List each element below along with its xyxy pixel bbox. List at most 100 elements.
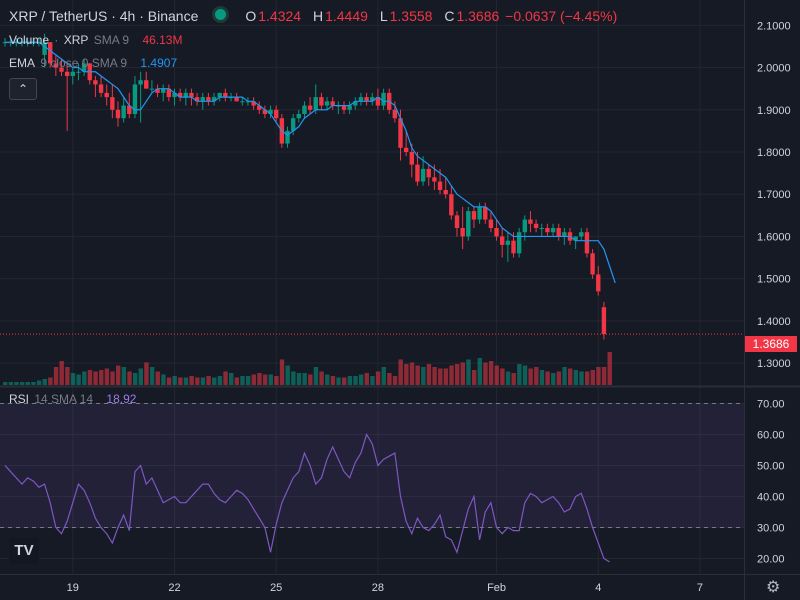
volume-bar bbox=[455, 364, 460, 385]
candle-body bbox=[477, 206, 482, 220]
rsi-tick-label: 30.00 bbox=[757, 523, 785, 535]
volume-legend[interactable]: Volume · XRP SMA 9 46.13M bbox=[9, 33, 183, 47]
candle-body bbox=[53, 63, 59, 68]
candle-body bbox=[121, 105, 126, 119]
rsi-tick-label: 20.00 bbox=[757, 554, 785, 566]
ema-legend[interactable]: EMA 9 close 0 SMA 9 1.4907 bbox=[9, 56, 179, 70]
symbol-title[interactable]: XRP / TetherUS · 4h · Binance bbox=[9, 8, 199, 24]
volume-bar bbox=[522, 365, 528, 385]
rsi-tick-label: 40.00 bbox=[757, 492, 785, 504]
volume-bar bbox=[381, 367, 386, 385]
volume-bar bbox=[155, 371, 160, 385]
volume-bar bbox=[511, 373, 516, 385]
candle-body bbox=[172, 92, 177, 98]
candle-body bbox=[132, 84, 138, 114]
gear-icon[interactable]: ⚙ bbox=[766, 579, 781, 596]
volume-bar bbox=[330, 376, 336, 385]
candle-body bbox=[194, 97, 200, 102]
volume-bar bbox=[36, 380, 42, 385]
volume-bar bbox=[195, 377, 200, 385]
candle-body bbox=[573, 236, 578, 241]
price-tick-label: 1.3000 bbox=[757, 358, 791, 370]
volume-bar bbox=[375, 371, 381, 385]
volume-bar bbox=[279, 359, 285, 385]
tradingview-logo-icon[interactable]: TV bbox=[9, 538, 39, 564]
candle-body bbox=[189, 92, 194, 98]
volume-bar bbox=[99, 370, 104, 385]
candle-body bbox=[505, 240, 511, 245]
rsi-axis[interactable]: 70.00 60.00 50.00 40.00 30.00 20.00 bbox=[757, 399, 785, 566]
time-axis[interactable]: 19 22 25 28 Feb 4 7 bbox=[67, 582, 703, 594]
volume-bar bbox=[296, 373, 302, 385]
rsi-tick-label: 50.00 bbox=[757, 461, 785, 473]
time-tick-label: 25 bbox=[270, 582, 282, 594]
volume-bar bbox=[432, 367, 437, 385]
candle-body bbox=[579, 232, 584, 237]
candle-body bbox=[522, 219, 527, 233]
candle-body bbox=[177, 92, 183, 98]
candle-body bbox=[539, 228, 544, 229]
volume-bar bbox=[25, 382, 30, 385]
volume-bar bbox=[121, 367, 127, 385]
volume-bar bbox=[206, 376, 211, 385]
volume-bar bbox=[584, 371, 590, 385]
volume-bar bbox=[387, 373, 392, 385]
volume-bar bbox=[404, 364, 409, 385]
rsi-band bbox=[0, 403, 744, 528]
candle-body bbox=[449, 194, 454, 216]
rsi-legend[interactable]: RSI 14 SMA 14 18.92 bbox=[9, 392, 138, 406]
volume-bar bbox=[607, 352, 612, 385]
candle-body bbox=[460, 228, 465, 237]
volume-bar bbox=[534, 367, 539, 385]
volume-bar bbox=[505, 371, 511, 385]
candle-body bbox=[257, 105, 262, 110]
volume-bar bbox=[104, 368, 110, 385]
ema-path bbox=[5, 41, 616, 284]
volume-bar bbox=[166, 377, 172, 385]
high-label: H bbox=[312, 8, 324, 24]
candle-body bbox=[409, 152, 414, 165]
candle-body bbox=[375, 97, 381, 106]
candle-body bbox=[302, 105, 307, 114]
candle-body bbox=[200, 97, 205, 102]
volume-bar bbox=[212, 377, 217, 385]
candle-body bbox=[59, 67, 64, 72]
candle-body bbox=[211, 97, 217, 102]
volume-bar bbox=[342, 377, 347, 385]
volume-bar bbox=[590, 370, 595, 385]
volume-value: 46.13M bbox=[142, 33, 183, 47]
volume-bar bbox=[477, 358, 482, 385]
candle-body bbox=[104, 92, 109, 98]
volume-bar bbox=[466, 359, 471, 385]
volume-bar bbox=[483, 362, 488, 385]
volume-bar bbox=[556, 371, 562, 385]
rsi-path bbox=[4, 433, 610, 563]
high-value: 1.4449 bbox=[325, 8, 368, 24]
price-axis[interactable]: 2.1000 2.0000 1.9000 1.8000 1.7000 1.6000 1.50… bbox=[757, 20, 791, 370]
symbol-legend[interactable]: XRP / TetherUS · 4h · Binance O 1.4324 H 1.… bbox=[9, 6, 619, 24]
volume-bar bbox=[528, 368, 533, 385]
volume-bar bbox=[59, 361, 64, 385]
candle-body bbox=[511, 240, 516, 254]
candle-body bbox=[454, 215, 460, 228]
candle-body bbox=[115, 109, 121, 119]
volume-bar bbox=[494, 365, 499, 385]
market-status-icon[interactable] bbox=[212, 6, 230, 23]
candle-body bbox=[347, 105, 352, 110]
candle-body bbox=[93, 80, 98, 85]
volume-bar bbox=[568, 368, 573, 385]
candle-body bbox=[127, 105, 132, 114]
candle-body bbox=[70, 71, 75, 76]
volume-bar bbox=[76, 374, 81, 385]
candle-body bbox=[420, 168, 426, 182]
volume-bar bbox=[274, 376, 279, 385]
time-tick-label: 28 bbox=[372, 582, 384, 594]
volume-bar bbox=[217, 376, 223, 385]
volume-bar bbox=[551, 373, 556, 385]
volume-bar bbox=[200, 377, 206, 385]
rsi-line bbox=[4, 433, 610, 563]
collapse-legend-button[interactable]: ⌃ bbox=[9, 78, 37, 100]
price-tick-label: 1.8000 bbox=[757, 147, 791, 159]
